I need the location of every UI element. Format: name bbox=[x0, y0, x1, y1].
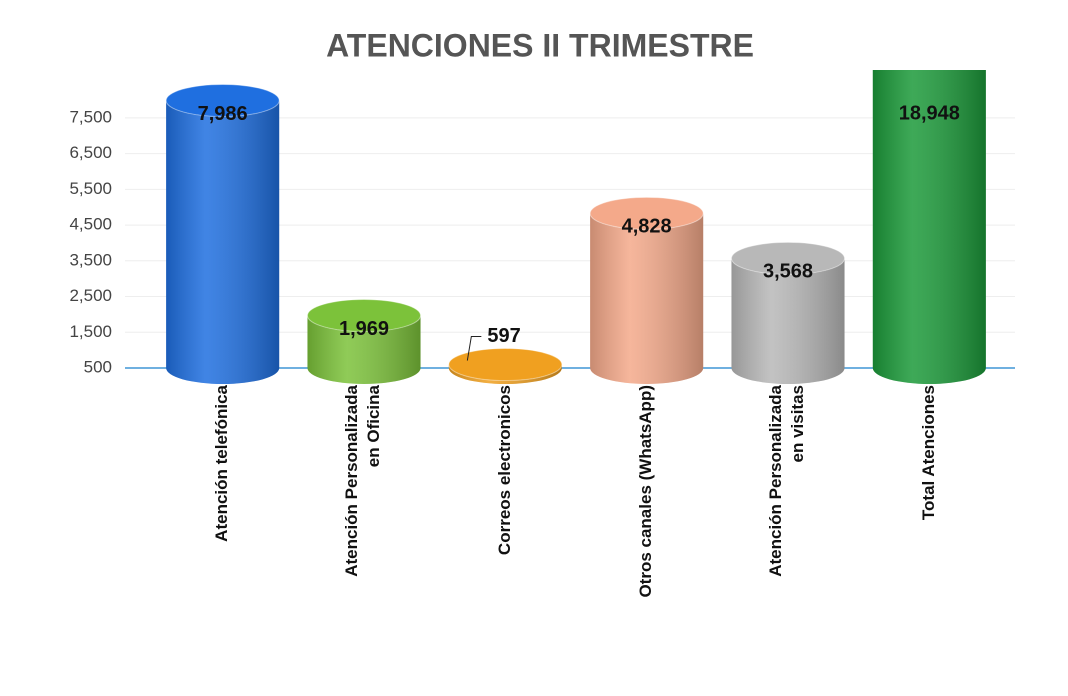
y-tick-label: 2,500 bbox=[69, 286, 112, 305]
bar-shade bbox=[448, 364, 562, 384]
y-tick-label: 3,500 bbox=[69, 250, 112, 269]
data-label: 18,948 bbox=[899, 102, 960, 124]
bar-top bbox=[306, 299, 422, 333]
leader-line bbox=[466, 336, 482, 361]
bar-top bbox=[730, 241, 846, 275]
y-tick-label: 1,500 bbox=[69, 322, 112, 341]
y-tick-label: 7,500 bbox=[69, 107, 112, 126]
bar-top bbox=[589, 196, 704, 230]
chart-title: ATENCIONES II TRIMESTRE bbox=[326, 27, 754, 63]
y-tick-label: 500 bbox=[84, 357, 112, 376]
y-tick-label: 6,500 bbox=[69, 143, 112, 162]
x-tick-label: Total Atenciones bbox=[919, 385, 938, 520]
x-tick-label: Atención telefónica bbox=[212, 384, 231, 541]
bar-top bbox=[448, 348, 563, 382]
y-tick-label: 4,500 bbox=[69, 215, 112, 234]
bars bbox=[165, 70, 986, 384]
x-tick-label: Otros canales (WhatsApp) bbox=[636, 385, 655, 598]
bar-shade bbox=[166, 100, 280, 384]
bar-shade bbox=[307, 315, 421, 384]
x-tick-label: Atención Personalizada en visitas bbox=[766, 384, 807, 576]
bar-top bbox=[165, 84, 280, 118]
bar-shade bbox=[590, 213, 704, 384]
bar-shade bbox=[731, 258, 845, 384]
x-tick-label: Correos electronicos bbox=[495, 385, 514, 555]
x-tick-label: Atención Personalizada en Oficina bbox=[342, 384, 383, 576]
data-label: 4,828 bbox=[622, 216, 672, 238]
data-label: 7,986 bbox=[198, 103, 248, 125]
data-label: 3,568 bbox=[763, 261, 813, 283]
bar-shade bbox=[872, 70, 986, 384]
data-label: 597 bbox=[487, 325, 520, 347]
y-tick-label: 5,500 bbox=[69, 179, 112, 198]
data-label: 1,969 bbox=[339, 318, 389, 340]
